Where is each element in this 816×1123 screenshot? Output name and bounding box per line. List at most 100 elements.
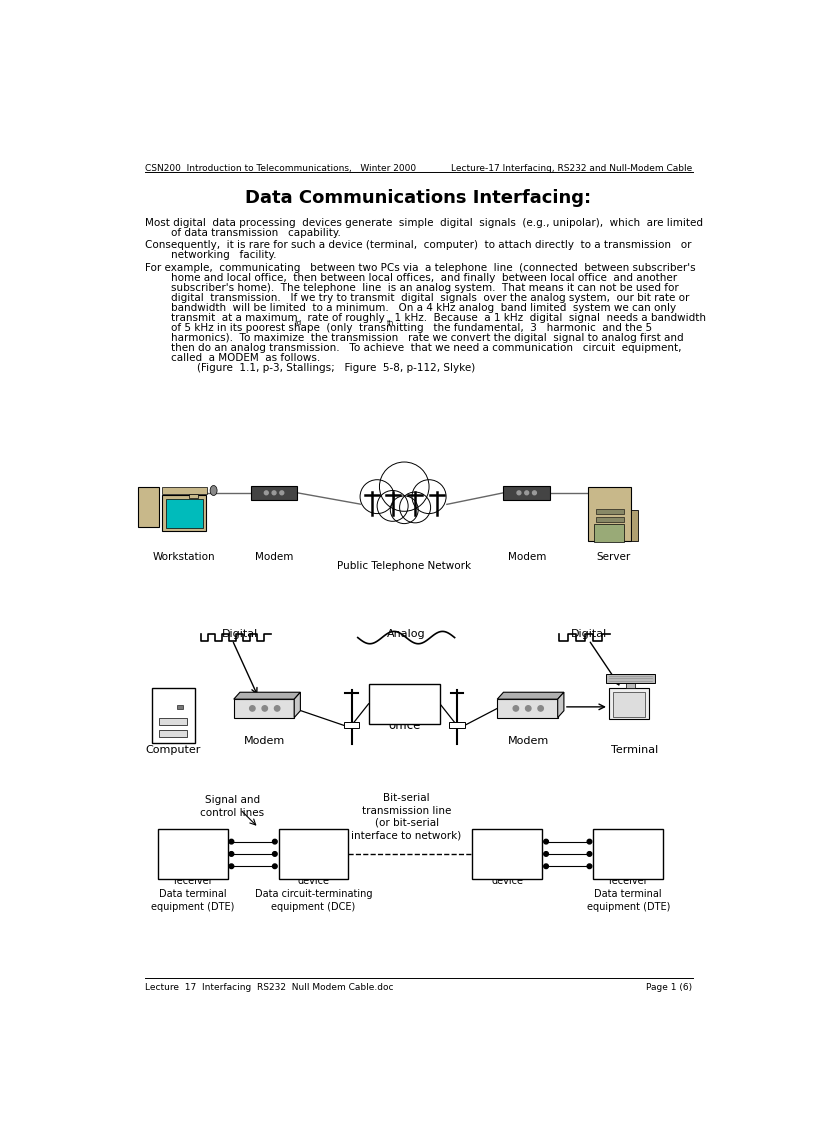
Circle shape <box>412 480 446 513</box>
Circle shape <box>360 480 394 513</box>
Circle shape <box>538 705 543 711</box>
Text: of data transmission   capability.: of data transmission capability. <box>144 228 340 238</box>
Polygon shape <box>233 692 300 700</box>
Polygon shape <box>557 692 564 718</box>
Circle shape <box>513 705 518 711</box>
Bar <box>159 730 187 737</box>
Bar <box>162 495 206 530</box>
Bar <box>162 487 207 494</box>
Circle shape <box>525 491 529 495</box>
Polygon shape <box>295 692 300 718</box>
Text: Modem: Modem <box>255 553 293 563</box>
Text: th: th <box>388 320 394 327</box>
Text: Public Telephone Network: Public Telephone Network <box>337 562 472 572</box>
Text: networking   facility.: networking facility. <box>144 250 276 261</box>
Bar <box>159 718 187 724</box>
Text: called  a MODEM  as follows.: called a MODEM as follows. <box>144 353 320 363</box>
Text: Modem: Modem <box>508 553 546 563</box>
Text: bandwidth  will be limited  to a minimum.   On a 4 kHz analog  band limited  sys: bandwidth will be limited to a minimum. … <box>144 302 676 312</box>
Text: subscriber's home).  The telephone  line  is an analog system.  That means it ca: subscriber's home). The telephone line i… <box>144 283 678 293</box>
Bar <box>157 829 228 879</box>
Bar <box>596 509 623 514</box>
Bar <box>605 674 655 683</box>
Circle shape <box>273 864 277 868</box>
Bar <box>166 499 202 528</box>
Bar <box>152 687 195 743</box>
Circle shape <box>379 462 429 511</box>
Text: CSN200  Introduction to Telecommunications,   Winter 2000: CSN200 Introduction to Telecommunication… <box>144 164 415 173</box>
Text: For example,  communicating   between two PCs via  a telephone  line  (connected: For example, communicating between two P… <box>144 263 695 273</box>
Bar <box>631 510 638 540</box>
Circle shape <box>264 491 268 495</box>
Circle shape <box>377 491 408 521</box>
Bar <box>596 517 623 522</box>
Text: Workstation: Workstation <box>153 553 215 563</box>
Bar <box>449 721 464 729</box>
Circle shape <box>262 705 268 711</box>
Text: Lecture-17 Interfacing, RS232 and Null-Modem Cable: Lecture-17 Interfacing, RS232 and Null-M… <box>451 164 693 173</box>
Bar <box>472 829 542 879</box>
Circle shape <box>280 491 284 495</box>
Text: Central
office: Central office <box>383 702 426 732</box>
Text: Digital data
transmitter/
receiver: Digital data transmitter/ receiver <box>599 851 658 886</box>
Text: Server: Server <box>596 553 631 563</box>
Circle shape <box>273 851 277 856</box>
Circle shape <box>274 705 280 711</box>
Text: harmonics).  To maximize  the transmission   rate we convert the digital  signal: harmonics). To maximize the transmission… <box>144 332 683 343</box>
Text: (Figure  1.1, p-3, Stallings;   Figure  5-8, p-112, Slyke): (Figure 1.1, p-3, Stallings; Figure 5-8,… <box>144 363 475 373</box>
Text: Transmission
line interface
device: Transmission line interface device <box>475 851 539 886</box>
Text: Digital: Digital <box>222 629 258 639</box>
Bar <box>626 683 635 688</box>
Text: Terminal: Terminal <box>611 746 658 756</box>
Circle shape <box>250 705 255 711</box>
Bar <box>138 487 159 528</box>
Bar <box>188 494 198 499</box>
Circle shape <box>533 491 536 495</box>
Circle shape <box>272 491 276 495</box>
Text: Data terminal
equipment (DTE): Data terminal equipment (DTE) <box>151 889 234 912</box>
Circle shape <box>390 496 418 523</box>
Text: Modem: Modem <box>244 737 286 746</box>
Text: of 5 kHz in its poorest shape  (only  transmitting   the fundamental,  3   harmo: of 5 kHz in its poorest shape (only tran… <box>144 322 659 332</box>
Circle shape <box>273 839 277 843</box>
Circle shape <box>588 864 592 868</box>
Bar <box>251 486 297 500</box>
Bar <box>369 684 440 724</box>
Text: transmit  at a maximum   rate of roughly   1 kHz.  Because  a 1 kHz  digital  si: transmit at a maximum rate of roughly 1 … <box>144 312 706 322</box>
Text: Digital: Digital <box>570 629 607 639</box>
Text: Transmission
line interface
device: Transmission line interface device <box>282 851 346 886</box>
Text: Bit-serial
transmission line
(or bit-serial
interface to network): Bit-serial transmission line (or bit-ser… <box>352 793 462 840</box>
Ellipse shape <box>210 485 217 495</box>
Bar <box>503 486 550 500</box>
Text: Digital data
transmitter/
receiver: Digital data transmitter/ receiver <box>163 851 222 886</box>
Bar <box>594 523 623 542</box>
Circle shape <box>400 492 431 523</box>
Text: Data circuit-terminating
equipment (DCE): Data circuit-terminating equipment (DCE) <box>255 889 372 912</box>
Polygon shape <box>497 692 564 700</box>
Bar <box>497 700 557 718</box>
Text: Analog: Analog <box>387 629 425 639</box>
Bar <box>233 700 295 718</box>
Circle shape <box>543 851 548 856</box>
Text: rd: rd <box>295 320 301 327</box>
Circle shape <box>517 491 521 495</box>
Text: home and local office,  then between local offices,  and finally  between local : home and local office, then between loca… <box>144 273 676 283</box>
Text: Data Communications Interfacing:: Data Communications Interfacing: <box>245 189 592 207</box>
Bar <box>593 829 663 879</box>
Bar <box>588 486 631 540</box>
Circle shape <box>543 864 548 868</box>
Text: Page 1 (6): Page 1 (6) <box>646 984 693 993</box>
Text: then do an analog transmission.   To achieve  that we need a communication   cir: then do an analog transmission. To achie… <box>144 343 681 353</box>
Bar <box>177 705 184 710</box>
Circle shape <box>543 839 548 843</box>
Bar <box>609 688 650 719</box>
Circle shape <box>229 851 233 856</box>
Bar <box>344 721 359 729</box>
Text: Data terminal
equipment (DTE): Data terminal equipment (DTE) <box>587 889 670 912</box>
Text: digital  transmission.   If we try to transmit  digital  signals  over the analo: digital transmission. If we try to trans… <box>144 293 689 302</box>
Circle shape <box>526 705 531 711</box>
Text: Lecture  17  Interfacing  RS232  Null Modem Cable.doc: Lecture 17 Interfacing RS232 Null Modem … <box>144 984 393 993</box>
Circle shape <box>588 839 592 843</box>
Circle shape <box>229 839 233 843</box>
Text: Computer: Computer <box>145 746 201 756</box>
